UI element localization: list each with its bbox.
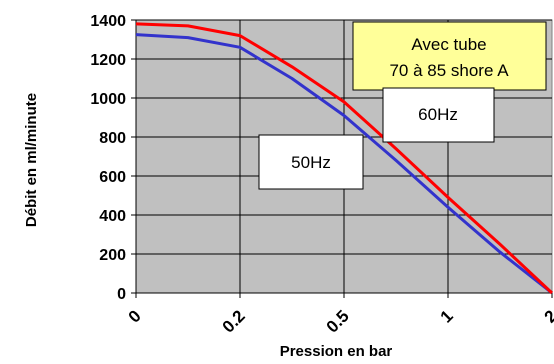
y-tick-label: 600 xyxy=(99,169,126,186)
x-tick-label: 0.5 xyxy=(323,306,353,336)
y-tick-label: 200 xyxy=(99,247,126,264)
x-tick-label: 0 xyxy=(125,306,145,326)
y-tick-label: 0 xyxy=(117,286,126,303)
label-50hz: 50Hz xyxy=(291,153,331,172)
label-60hz-box xyxy=(382,87,495,143)
x-axis-ticks: 0 0.2 0.5 1 2 xyxy=(125,293,554,337)
label-60hz: 60Hz xyxy=(418,105,458,124)
series-lines xyxy=(135,22,554,295)
x-tick-label: 0.2 xyxy=(219,306,249,336)
label-50hz-box xyxy=(258,134,364,190)
x-tick-label: 1 xyxy=(437,306,457,326)
y-tick-label: 800 xyxy=(99,130,126,147)
y-axis-title: Débit en ml/minute xyxy=(23,93,40,227)
y-tick-label: 1200 xyxy=(90,52,126,69)
y-tick-label: 1400 xyxy=(90,13,126,30)
tube-annotation-line1: Avec tube xyxy=(411,35,486,54)
y-tick-label: 1000 xyxy=(90,91,126,108)
y-tick-label: 400 xyxy=(99,208,126,225)
x-axis-title: Pression en bar xyxy=(280,343,393,360)
series-line-60hz xyxy=(135,22,554,295)
tube-annotation-line2: 70 à 85 shore A xyxy=(389,61,509,80)
y-axis-ticks: 0 200 400 600 800 1000 1200 1400 xyxy=(90,13,136,303)
series-line-50hz xyxy=(135,33,553,295)
x-tick-label: 2 xyxy=(541,306,554,326)
tube-annotation-box xyxy=(352,21,547,91)
